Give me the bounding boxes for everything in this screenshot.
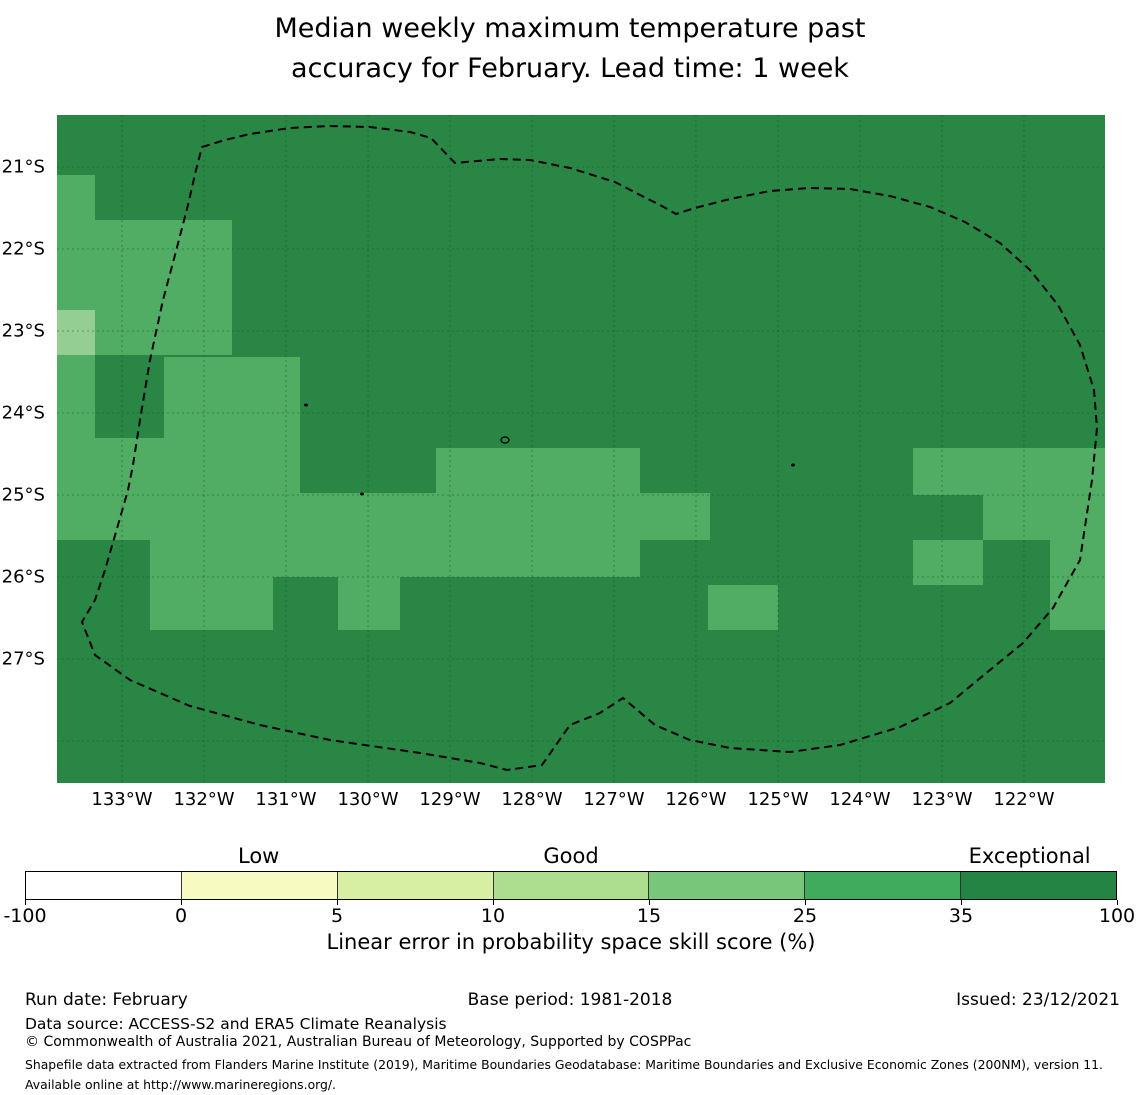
- x-axis-tick-labels: 133°W 132°W 131°W 130°W 129°W 128°W 127°W 126°W…: [57, 789, 1105, 813]
- colorbar-tick-label: 5: [330, 905, 344, 927]
- x-axis-tick-label: 129°W: [419, 789, 481, 810]
- colorbar-region-label: Good: [543, 844, 599, 868]
- x-axis-tick-label: 124°W: [829, 789, 891, 810]
- footer-base-period: Base period: 1981-2018: [467, 990, 673, 1010]
- x-axis-tick-label: 132°W: [173, 789, 235, 810]
- colorbar-segment: [336, 872, 493, 899]
- y-axis-tick-label: 21°S: [1, 156, 45, 178]
- island-mark: [360, 492, 364, 496]
- heatmap-cell: [913, 539, 983, 585]
- colorbar-tick-mark: [25, 900, 26, 905]
- colorbar-segment: [180, 872, 337, 899]
- colorbar-segment: [492, 872, 649, 899]
- colorbar-tick-label: 15: [636, 905, 662, 927]
- footer-data-source: Data source: ACCESS-S2 and ERA5 Climate …: [25, 1015, 447, 1033]
- heatmap-cell: [708, 585, 779, 631]
- colorbar-tick-label: 0: [174, 905, 188, 927]
- eez-boundary-path: [80, 124, 1099, 772]
- colorbar-tick-mark: [649, 900, 650, 905]
- island-mark: [791, 463, 795, 467]
- colorbar-tick-mark: [493, 900, 494, 905]
- footer-run-date: Run date: February: [25, 990, 188, 1010]
- colorbar-tick-mark: [1117, 900, 1118, 905]
- colorbar-segment: [960, 872, 1117, 899]
- colorbar-region-label: Exceptional: [968, 844, 1091, 868]
- y-axis-tick-label: 23°S: [1, 320, 45, 342]
- heatmap-cell: [57, 220, 233, 310]
- colorbar-segment: [648, 872, 805, 899]
- heatmap-cell: [57, 174, 96, 220]
- x-axis-tick-label: 125°W: [747, 789, 809, 810]
- x-axis-tick-label: 127°W: [583, 789, 645, 810]
- chart-title-line1: Median weekly maximum temperature past: [274, 13, 866, 44]
- colorbar-tick-mark: [181, 900, 182, 905]
- heatmap-cell: [149, 576, 273, 630]
- heatmap-cell: [57, 437, 301, 493]
- x-axis-tick-label: 122°W: [993, 789, 1055, 810]
- island-mark: [500, 436, 510, 444]
- colorbar: [25, 871, 1117, 900]
- y-axis-tick-label: 22°S: [1, 238, 45, 260]
- heatmap-cell: [435, 447, 640, 495]
- map-overlay: [57, 115, 1105, 783]
- colorbar-tick-mark: [961, 900, 962, 905]
- y-axis-tick-labels: 21°S 22°S 23°S 24°S 25°S 26°S 27°S: [0, 115, 50, 783]
- x-axis-tick-label: 128°W: [501, 789, 563, 810]
- island-mark: [304, 403, 308, 407]
- y-axis-tick-label: 25°S: [1, 484, 45, 506]
- colorbar-segment: [26, 872, 181, 899]
- colorbar-tick-label: -100: [3, 905, 47, 927]
- y-axis-tick-label: 27°S: [1, 648, 45, 670]
- map-plot: [57, 115, 1105, 783]
- x-axis-tick-label: 133°W: [91, 789, 153, 810]
- heatmap-cell: [337, 576, 400, 630]
- colorbar-tick-mark: [337, 900, 338, 905]
- chart-title-line2: accuracy for February. Lead time: 1 week: [291, 53, 849, 84]
- heatmap-cell: [149, 539, 640, 577]
- heatmap-cell: [57, 493, 710, 541]
- heatmap-cell: [95, 309, 232, 355]
- x-axis-tick-label: 126°W: [665, 789, 727, 810]
- x-axis-tick-label: 123°W: [911, 789, 973, 810]
- footer-issued: Issued: 23/12/2021: [956, 990, 1120, 1010]
- y-axis-tick-label: 24°S: [1, 402, 45, 424]
- colorbar-region-labels: Low Good Exceptional: [25, 841, 1117, 868]
- colorbar-tick-label: 100: [1098, 905, 1136, 927]
- heatmap-cell: [1049, 539, 1105, 630]
- footer-copyright: © Commonwealth of Australia 2021, Austra…: [25, 1034, 692, 1050]
- colorbar-segment: [804, 872, 961, 899]
- heatmap-cell: [913, 447, 1105, 495]
- heatmap-cell: [57, 355, 96, 439]
- colorbar-tick-label: 10: [480, 905, 506, 927]
- gridlines: [57, 115, 1105, 783]
- colorbar-axis-label: Linear error in probability space skill …: [326, 930, 816, 954]
- y-axis-tick-label: 26°S: [1, 566, 45, 588]
- island-marks: [304, 403, 795, 496]
- colorbar-tick-label: 25: [792, 905, 818, 927]
- colorbar-tick-label: 35: [948, 905, 974, 927]
- chart-title: Median weekly maximum temperature past a…: [0, 9, 1140, 89]
- heatmap-cell: [57, 309, 96, 355]
- x-axis-tick-label: 131°W: [255, 789, 317, 810]
- x-axis-tick-label: 130°W: [337, 789, 399, 810]
- heatmap-cell: [164, 357, 301, 439]
- colorbar-region-label: Low: [238, 844, 280, 868]
- colorbar-tick-labels: -100 0 5 10 15 25 35 100: [3, 900, 1135, 928]
- colorbar-tick-mark: [805, 900, 806, 905]
- footer-shapefile-note: Shapefile data extracted from Flanders M…: [25, 1057, 1103, 1092]
